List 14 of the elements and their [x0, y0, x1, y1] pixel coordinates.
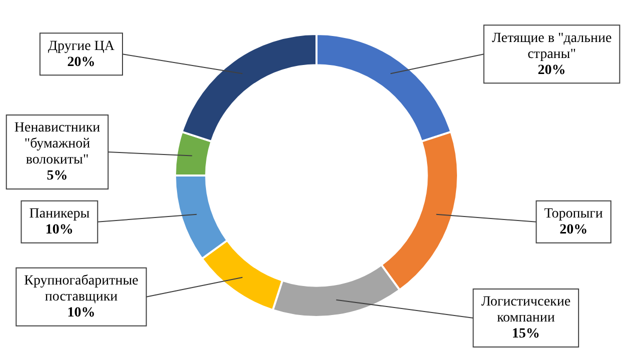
slice-label: Торопыги	[544, 206, 604, 222]
data-label: 20%	[538, 62, 566, 78]
data-label: 10%	[45, 222, 74, 238]
slice-label: Крупногабаритные поставщики	[24, 274, 138, 305]
data-label: 10%	[67, 305, 96, 320]
slice-label: Паникеры	[29, 206, 90, 222]
data-label: 20%	[560, 222, 588, 238]
data-label: 20%	[67, 54, 96, 70]
data-label: 15%	[512, 326, 540, 342]
slice-label: Ненавистники "бумажной волокиты"	[14, 120, 101, 168]
data-label: 5%	[46, 168, 68, 184]
slice-label: Другие ЦА	[48, 38, 116, 54]
slice-label: Летящие в "дальние страны"	[492, 30, 612, 62]
slice-label: Логистичсекие компании	[481, 294, 571, 326]
